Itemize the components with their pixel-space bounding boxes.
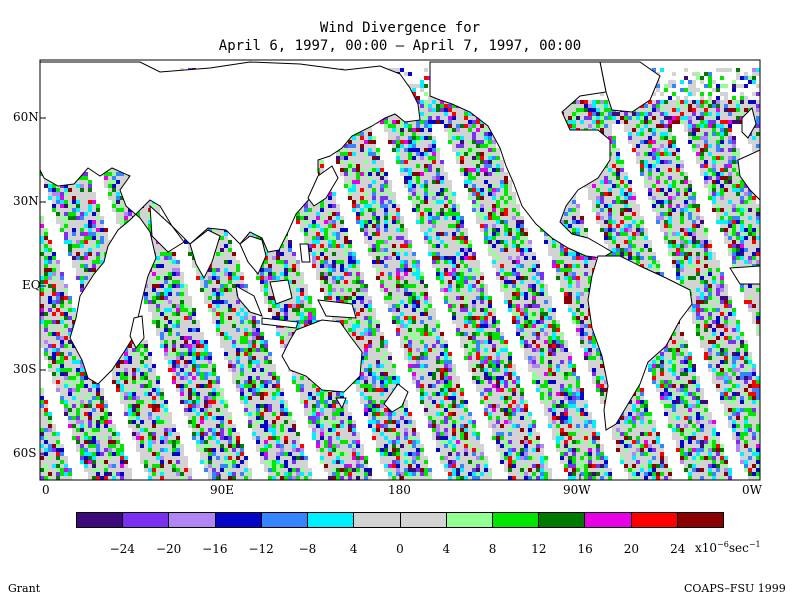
colorbar-tick-label: 20 [623, 542, 640, 556]
colorbar-tick-label: −12 [248, 542, 274, 556]
units-suffix-exp: −1 [748, 540, 761, 549]
colorbar-tick-label: 4 [442, 542, 451, 556]
india [189, 229, 221, 280]
colorbar-units: x10−6sec−1 [695, 540, 761, 555]
colorbar-swatch [677, 513, 724, 527]
eurasia-africa-landmass [39, 61, 421, 385]
japan [307, 165, 339, 207]
africa-west [729, 265, 761, 285]
colorbar-tick-label: 16 [577, 542, 593, 556]
colorbar-tick-label: 24 [670, 542, 686, 556]
colorbar-tick-label: −8 [298, 542, 317, 556]
south-america [587, 255, 693, 431]
lat-label-30s: 30S [13, 362, 37, 376]
units-exp: −6 [717, 540, 729, 549]
colorbar-swatch [539, 513, 586, 527]
new-zealand [383, 383, 409, 413]
colorbar-swatch [215, 513, 262, 527]
map-title-line1: Wind Divergence for [319, 20, 481, 36]
colorbar-swatch [400, 513, 447, 527]
colorbar-tick-label: 8 [488, 542, 497, 556]
colorbar-swatch [169, 513, 216, 527]
colorbar-swatch [631, 513, 678, 527]
colorbar-tick-label: 0 [396, 542, 404, 556]
colorbar-swatch [308, 513, 355, 527]
java [261, 317, 299, 329]
colorbar-tick-label: −20 [155, 542, 182, 556]
map-title-line2: April 6, 1997, 00:00 – April 7, 1997, 00… [218, 38, 582, 54]
colorbar [76, 512, 724, 528]
colorbar-tick-label: −24 [109, 542, 135, 556]
axis-ticks [40, 117, 581, 480]
colorbar-swatch [585, 513, 632, 527]
units-suffix: sec [728, 541, 749, 555]
arabia [149, 204, 185, 253]
madagascar [129, 315, 145, 349]
australia [281, 319, 363, 393]
lon-label-180: 180 [388, 483, 411, 497]
lon-label-90e: 90E [210, 483, 235, 497]
colorbar-swatch [77, 513, 124, 527]
british-isles [741, 107, 757, 139]
tasmania [335, 397, 347, 410]
colorbar-tick-label: 12 [531, 542, 547, 556]
indochina [239, 235, 267, 275]
units-prefix: x10 [695, 541, 718, 555]
europe-west [737, 149, 761, 202]
lat-label-60n: 60N [13, 110, 39, 124]
philippines [299, 243, 311, 263]
colorbar-swatch [123, 513, 170, 527]
colorbar-swatch [446, 513, 493, 527]
greenland [599, 61, 661, 113]
lat-label-60s: 60S [13, 446, 37, 460]
colorbar-tick-label: 4 [349, 542, 358, 556]
lon-label-0: 0 [42, 483, 50, 497]
lat-label-30n: 30N [13, 194, 39, 208]
colorbar-swatch [354, 513, 401, 527]
lon-label-90w: 90W [563, 483, 591, 497]
sumatra [235, 285, 263, 317]
colorbar-swatch [492, 513, 540, 527]
lon-label-0w: 0W [742, 483, 762, 497]
footer-right: COAPS–FSU 1999 [684, 582, 786, 595]
footer-left: Grant [8, 582, 41, 595]
colorbar-tick-label: −16 [202, 542, 228, 556]
north-america [429, 61, 613, 259]
continents [39, 61, 761, 431]
colorbar-swatch [261, 513, 309, 527]
lat-label-eq: EQ [22, 278, 41, 292]
new-guinea [317, 299, 357, 319]
borneo [269, 279, 293, 305]
